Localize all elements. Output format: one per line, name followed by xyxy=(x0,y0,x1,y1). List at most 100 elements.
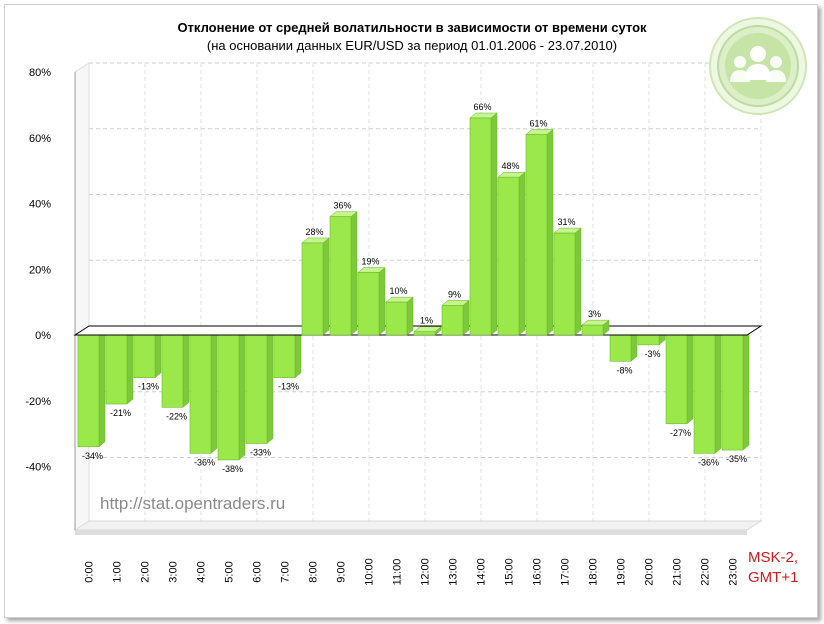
data-label: -8% xyxy=(616,365,632,375)
bar xyxy=(525,128,554,336)
floor-edge xyxy=(75,530,747,535)
bar-side xyxy=(210,329,218,454)
bar xyxy=(441,299,470,336)
data-label: 31% xyxy=(557,217,575,227)
data-label: 36% xyxy=(333,201,351,211)
chart-floor xyxy=(73,520,763,531)
bar xyxy=(581,319,610,336)
bar xyxy=(105,329,134,405)
bar xyxy=(161,329,190,408)
bar-side xyxy=(294,329,302,379)
data-label: -21% xyxy=(110,408,131,418)
data-label: -35% xyxy=(726,454,747,464)
data-label: -36% xyxy=(698,457,719,467)
bar-front xyxy=(161,334,184,408)
y-tick-label: -40% xyxy=(25,462,51,474)
x-tick-label: 7:00 xyxy=(280,561,292,582)
x-tick-label: 21:00 xyxy=(672,558,684,586)
data-label: -22% xyxy=(166,411,187,421)
bar xyxy=(357,267,386,336)
y-tick-label: 20% xyxy=(29,264,51,276)
bar xyxy=(721,329,750,451)
bar-front xyxy=(553,232,576,336)
bar-front xyxy=(77,334,100,448)
bar-side xyxy=(154,329,162,379)
bar-front xyxy=(133,334,156,379)
bar-front xyxy=(637,334,660,346)
bar-front xyxy=(609,334,632,362)
bar xyxy=(245,329,274,445)
data-label: 66% xyxy=(473,102,491,112)
axes xyxy=(73,62,763,535)
bar-side xyxy=(350,211,358,336)
x-tick-label: 8:00 xyxy=(308,561,320,582)
x-tick-labels: 0:00 1:00 2:00 3:00 4:00 5:00 6:00 7:00 8:00 9:00… xyxy=(84,558,740,586)
bar xyxy=(385,296,414,336)
bar-front xyxy=(665,334,688,425)
x-tick-label: 0:00 xyxy=(84,561,96,582)
x-tick-label: 12:00 xyxy=(420,558,432,586)
x-tick-label: 6:00 xyxy=(252,561,264,582)
opentraders-people-icon xyxy=(709,17,807,115)
data-label: -34% xyxy=(82,451,103,461)
x-tick-label: 20:00 xyxy=(644,558,656,586)
bar xyxy=(469,112,498,336)
data-label: -13% xyxy=(278,382,299,392)
bar-side xyxy=(322,237,330,336)
bar xyxy=(217,329,246,461)
bar xyxy=(413,326,442,336)
data-label: -3% xyxy=(644,349,660,359)
bar-front xyxy=(105,334,128,405)
bar-side xyxy=(238,329,246,461)
x-tick-label: 2:00 xyxy=(140,561,152,582)
x-tick-label: 13:00 xyxy=(448,558,460,586)
y-tick-label: -20% xyxy=(25,396,51,408)
x-tick-label: 5:00 xyxy=(224,561,236,582)
bar-front xyxy=(581,324,604,336)
y-tick-label: 60% xyxy=(29,133,51,145)
data-label: -13% xyxy=(138,382,159,392)
x-tick-label: 16:00 xyxy=(532,558,544,586)
bar-front xyxy=(497,176,520,336)
data-label: 1% xyxy=(420,316,433,326)
grid-lines xyxy=(74,62,762,533)
y-tick-labels: 80% 60% 40% 20% 0% -20% -40% xyxy=(25,67,51,474)
bar xyxy=(301,237,330,336)
data-label: 48% xyxy=(501,161,519,171)
bar-side xyxy=(182,329,190,408)
bar-side xyxy=(98,329,106,448)
bar-side xyxy=(518,171,526,336)
x-tick-label: 19:00 xyxy=(616,558,628,586)
bar xyxy=(189,329,218,454)
x-tick-label: 17:00 xyxy=(560,558,572,586)
bar-front xyxy=(385,301,408,336)
x-tick-label: 3:00 xyxy=(168,561,180,582)
bar xyxy=(693,329,722,454)
data-label: 28% xyxy=(305,227,323,237)
x-tick-label: 9:00 xyxy=(336,561,348,582)
x-tick-label: 4:00 xyxy=(196,561,208,582)
bar-side xyxy=(490,112,498,336)
bar xyxy=(329,211,358,336)
timezone-line-2: GMT+1 xyxy=(748,569,799,586)
bars xyxy=(73,112,763,461)
timezone-note: MSK-2, GMT+1 xyxy=(748,548,798,588)
bar xyxy=(553,227,582,336)
data-label: -27% xyxy=(670,428,691,438)
bar-front xyxy=(217,334,240,461)
x-tick-label: 22:00 xyxy=(700,558,712,586)
bar xyxy=(273,329,302,379)
y-tick-label: 80% xyxy=(29,67,51,79)
bar-side xyxy=(462,299,470,336)
bar-side xyxy=(266,329,274,445)
x-tick-label: 23:00 xyxy=(728,558,740,586)
bar-front xyxy=(189,334,212,454)
bar-side xyxy=(378,267,386,336)
bar xyxy=(665,329,694,425)
watermark-url: http://stat.opentraders.ru xyxy=(100,494,286,513)
data-label: 3% xyxy=(588,309,601,319)
bar-front xyxy=(273,334,296,379)
x-tick-label: 10:00 xyxy=(364,558,376,586)
x-tick-label: 14:00 xyxy=(476,558,488,586)
